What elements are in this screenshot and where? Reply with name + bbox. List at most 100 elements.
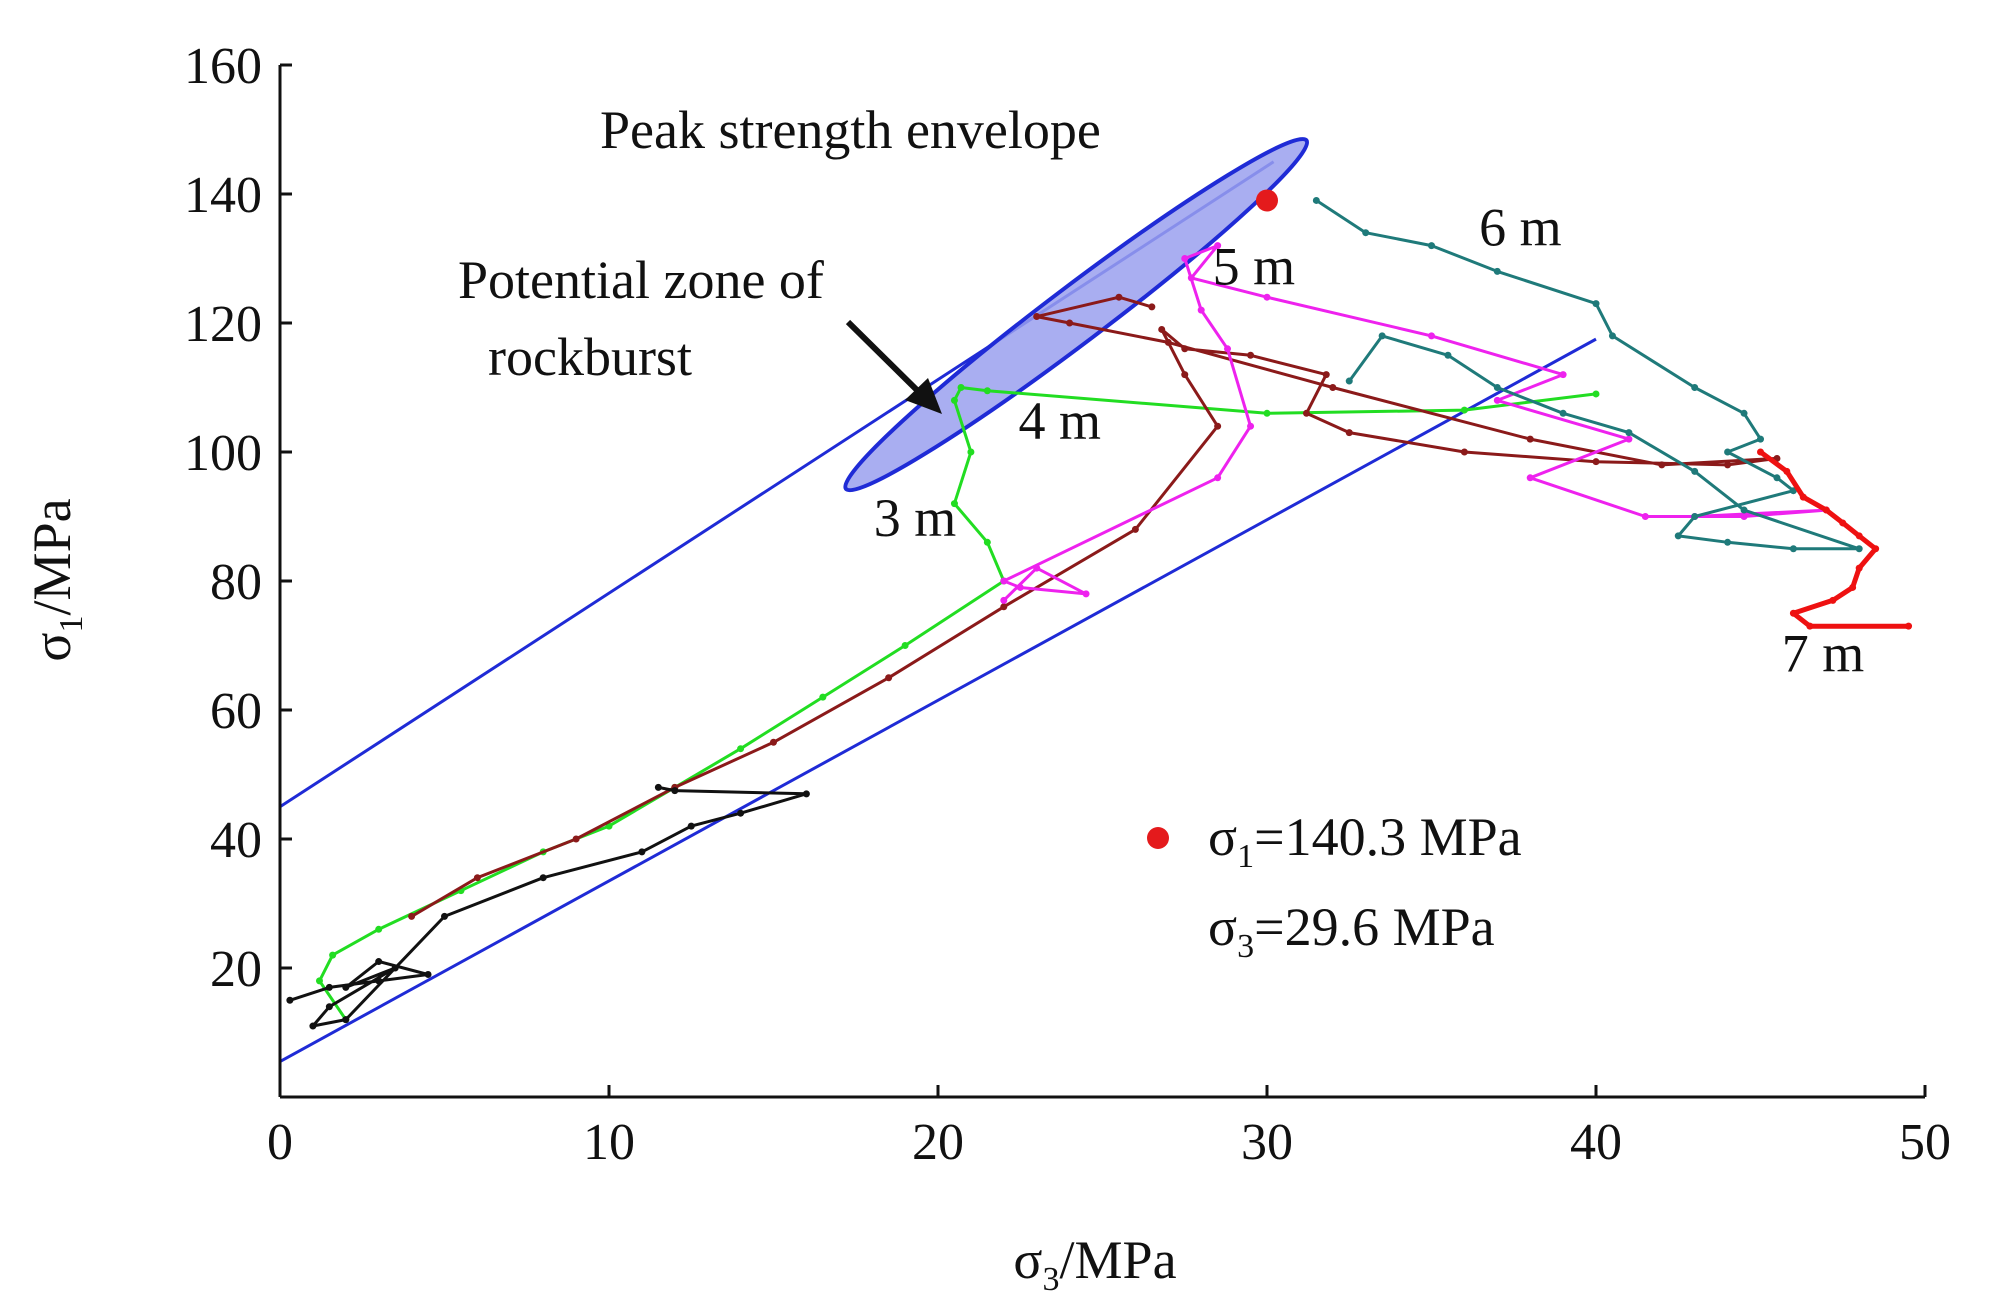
series-point-6m [1757,435,1764,443]
series-point-3m [967,448,975,456]
series-point-base [286,996,294,1004]
x-axis-title: σ3/MPa [1013,1230,1176,1298]
series-point-base [325,983,333,991]
series-point-6m [1378,332,1386,340]
x-tick-label: 0 [267,1114,293,1171]
series-point-base [309,1022,317,1030]
series-point-4m [1181,371,1189,379]
series-point-5m [1214,474,1222,482]
series-point-6m [1691,467,1699,475]
x-tick-label: 20 [912,1114,964,1171]
x-tick-label: 40 [1570,1114,1622,1171]
series-point-5m [1000,577,1008,585]
series-point-5m [1740,513,1748,520]
series-point-6m [1740,409,1748,417]
series-point-7m [1757,448,1764,456]
y-tick-label: 40 [210,812,262,869]
series-point-6m [1740,506,1748,514]
series-point-3m [957,384,965,391]
series-point-base [391,964,399,972]
series-point-4m [1158,325,1166,333]
series-point-5m [1526,474,1534,482]
series-point-6m [1559,409,1567,417]
x-tick-label: 10 [583,1114,635,1171]
series-point-3m [1263,409,1271,417]
series-point-6m [1724,448,1732,456]
series-point-5m [1197,306,1205,314]
series-point-5m [1263,293,1271,301]
series-point-7m [1839,519,1847,527]
series-point-6m [1724,538,1732,546]
series-point-7m [1849,583,1857,591]
legend-sigma3: σ3=29.6 MPa [1208,897,1495,965]
legend-marker [1147,827,1169,849]
series-point-3m [1592,390,1600,398]
series-point-7m [1855,564,1863,572]
series-point-7m [1822,506,1830,514]
y-tick-label: 100 [184,425,262,482]
series-point-4m [572,835,580,843]
series-point-6m [1625,429,1633,437]
series-point-base [325,1003,333,1011]
series-point-5m [1559,371,1567,379]
series-point-7m [1783,467,1791,475]
series-point-4m [1115,293,1123,301]
series-point-6m [1691,513,1699,520]
series-point-base [671,787,679,795]
series-point-7m [1789,609,1797,617]
series-point-3m [950,500,958,508]
series-point-base [375,977,383,985]
x-tick-label: 30 [1241,1114,1293,1171]
series-point-5m [1625,435,1633,443]
series-point-4m [1066,319,1074,327]
y-axis-title: σ1/MPa [22,498,90,661]
series-point-3m [819,693,827,701]
series-point-6m [1855,545,1863,553]
series-point-7m [1799,493,1807,501]
rockburst-label-line1: Potential zone of [458,250,824,310]
series-point-4m [1345,429,1353,437]
series-point-4m [1247,351,1255,359]
series-point-3m [315,977,323,985]
series-point-6m [1312,196,1320,204]
series-point-5m [1082,590,1090,598]
series-point-5m [1247,422,1255,430]
series-point-5m [1428,332,1435,340]
series-point-6m [1428,242,1435,250]
series-point-6m [1493,267,1501,275]
series-label-3m: 3 m [874,488,957,548]
series-point-4m [408,912,416,920]
peak-strength-zone [843,136,1310,493]
series-point-base [342,983,350,991]
series-point-5m [1016,583,1024,591]
series-label-4m: 4 m [1018,391,1101,451]
series-point-7m [1855,532,1863,540]
series-point-4m [1302,409,1310,417]
series-point-6m [1691,384,1699,391]
series-point-4m [1033,313,1041,321]
series-point-7m [1905,622,1913,630]
series-point-4m [1164,338,1172,346]
series-point-4m [1181,345,1189,353]
y-tick-label: 160 [184,38,262,95]
series-point-3m [375,925,383,933]
series-point-base [441,912,448,920]
series-point-3m [983,538,991,546]
series-point-5m [1641,513,1649,520]
series-point-5m [1214,242,1222,250]
series-point-7m [1872,545,1880,553]
envelope-line-2 [279,337,1597,1063]
series-point-base [687,822,695,830]
series-point-4m [1658,461,1666,469]
series-point-3m [737,745,745,753]
series-point-4m [1329,384,1337,391]
series-point-6m [1362,229,1370,237]
series-point-6m [1789,545,1797,553]
legend-sigma1: σ1=140.3 MPa [1208,807,1522,875]
series-layer: 3 m 4 m 5 m 6 m 7 m [286,189,1913,1030]
series-point-5m [1187,274,1195,282]
peak-envelope-label: Peak strength envelope [600,100,1101,160]
series-point-5m [1000,596,1008,604]
series-point-4m [1460,448,1468,456]
